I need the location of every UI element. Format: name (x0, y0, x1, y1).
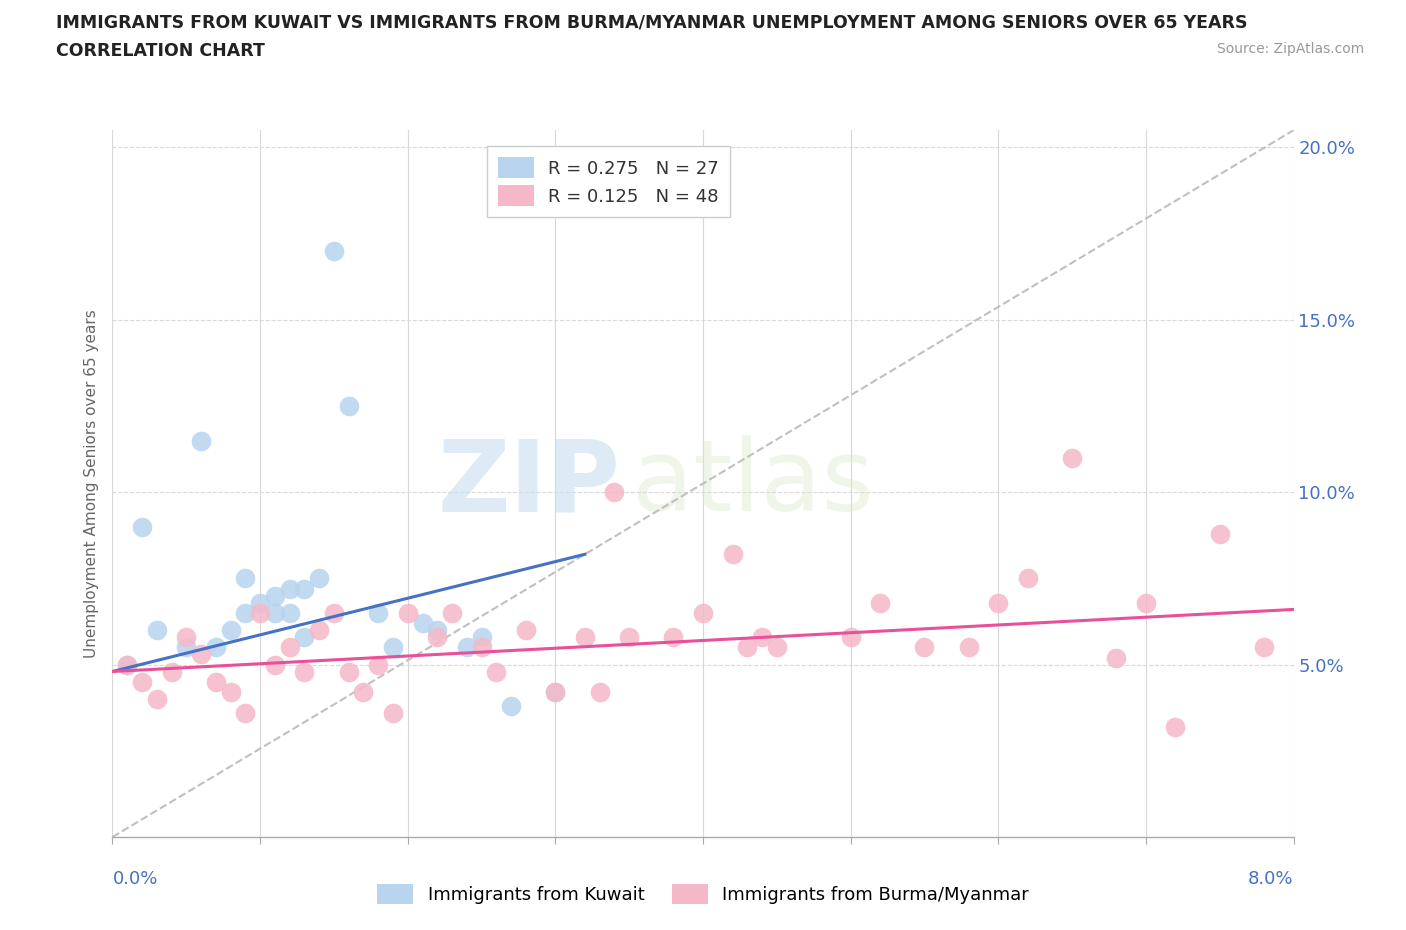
Point (249, 595, 271, 610)
Y-axis label: Unemployment Among Seniors over 65 years: Unemployment Among Seniors over 65 years (83, 309, 98, 658)
Point (692, 605, 714, 620)
Point (323, 605, 346, 620)
Point (1253, 640, 1275, 655)
Point (544, 684, 567, 699)
Point (264, 588, 287, 603)
Text: IMMIGRANTS FROM KUWAIT VS IMMIGRANTS FROM BURMA/MYANMAR UNEMPLOYMENT AMONG SENIO: IMMIGRANTS FROM KUWAIT VS IMMIGRANTS FRO… (56, 14, 1247, 32)
Point (1164, 719, 1187, 734)
Legend: R = 0.275   N = 27, R = 0.125   N = 48: R = 0.275 N = 27, R = 0.125 N = 48 (486, 146, 730, 217)
Point (264, 658, 287, 672)
Point (737, 640, 759, 655)
Point (1135, 595, 1157, 610)
Point (131, 674, 153, 689)
Text: atlas: atlas (633, 435, 873, 532)
Point (1105, 650, 1128, 665)
Point (352, 684, 374, 699)
Point (987, 595, 1010, 610)
Point (146, 623, 169, 638)
Point (412, 616, 434, 631)
Point (160, 664, 183, 679)
Point (292, 581, 315, 596)
Point (131, 519, 153, 534)
Point (515, 623, 537, 638)
Point (382, 706, 405, 721)
Point (662, 630, 685, 644)
Point (367, 658, 389, 672)
Text: 0.0%: 0.0% (112, 870, 157, 887)
Point (751, 630, 773, 644)
Point (337, 399, 360, 414)
Point (839, 630, 862, 644)
Point (603, 485, 626, 499)
Point (426, 630, 449, 644)
Point (544, 684, 567, 699)
Point (456, 640, 478, 655)
Point (323, 244, 346, 259)
Point (337, 664, 360, 679)
Point (233, 706, 256, 721)
Point (501, 698, 523, 713)
Point (485, 664, 508, 679)
Point (174, 630, 197, 644)
Text: ZIP: ZIP (437, 435, 620, 532)
Point (190, 647, 212, 662)
Point (278, 581, 301, 596)
Point (219, 684, 242, 699)
Point (574, 630, 596, 644)
Point (278, 640, 301, 655)
Point (205, 640, 228, 655)
Point (278, 605, 301, 620)
Point (957, 640, 980, 655)
Point (721, 547, 744, 562)
Text: Source: ZipAtlas.com: Source: ZipAtlas.com (1216, 42, 1364, 56)
Point (1208, 526, 1232, 541)
Point (426, 623, 449, 638)
Point (367, 605, 389, 620)
Point (396, 605, 419, 620)
Point (1062, 450, 1084, 465)
Point (233, 605, 256, 620)
Point (441, 605, 464, 620)
Point (765, 640, 787, 655)
Point (146, 692, 169, 707)
Point (914, 640, 936, 655)
Point (308, 623, 330, 638)
Point (205, 674, 228, 689)
Point (292, 664, 315, 679)
Point (117, 658, 138, 672)
Legend: Immigrants from Kuwait, Immigrants from Burma/Myanmar: Immigrants from Kuwait, Immigrants from … (370, 876, 1036, 911)
Point (292, 630, 315, 644)
Point (382, 640, 405, 655)
Point (174, 640, 197, 655)
Point (233, 571, 256, 586)
Point (219, 623, 242, 638)
Point (308, 571, 330, 586)
Point (117, 658, 138, 672)
Point (869, 595, 891, 610)
Point (588, 684, 610, 699)
Point (1017, 571, 1039, 586)
Text: CORRELATION CHART: CORRELATION CHART (56, 42, 266, 60)
Point (471, 640, 494, 655)
Point (471, 630, 494, 644)
Point (264, 605, 287, 620)
Point (190, 433, 212, 448)
Point (619, 630, 641, 644)
Point (249, 605, 271, 620)
Text: 8.0%: 8.0% (1249, 870, 1294, 887)
